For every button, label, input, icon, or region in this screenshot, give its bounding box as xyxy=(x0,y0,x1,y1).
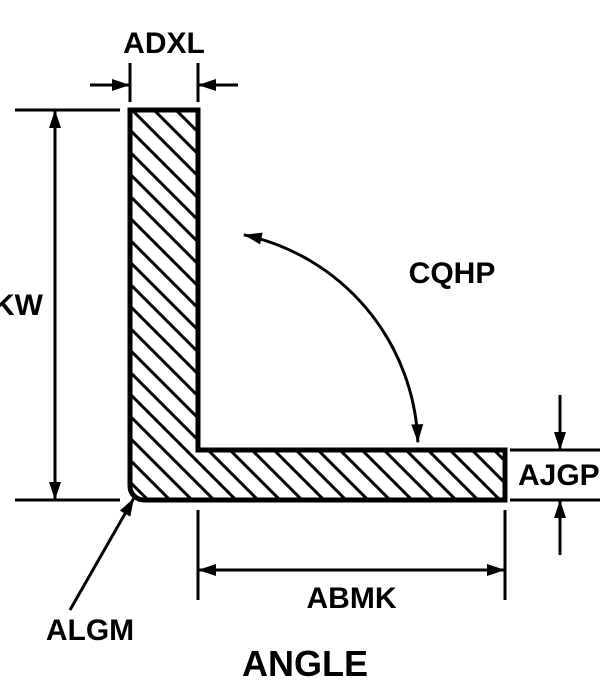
diagram-title: ANGLE xyxy=(242,643,368,684)
label-cqhp: CQHP xyxy=(409,257,496,290)
label-adxl: ADXL xyxy=(123,27,205,60)
label-ajgp: AJGP xyxy=(518,459,600,492)
label-abkw: ABKW xyxy=(0,289,44,322)
algm-leader xyxy=(70,498,134,610)
angle-profile xyxy=(130,110,505,500)
cqhp-arc xyxy=(244,235,418,443)
label-abmk: ABMK xyxy=(307,582,397,615)
label-algm: ALGM xyxy=(46,614,134,647)
